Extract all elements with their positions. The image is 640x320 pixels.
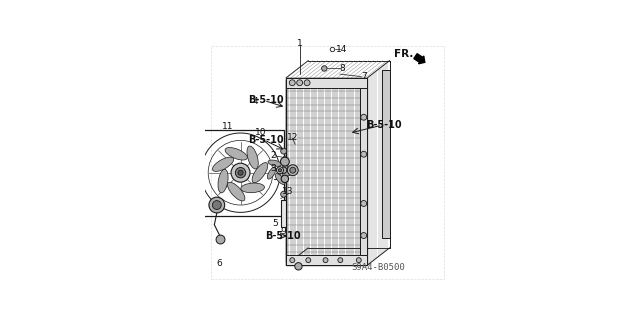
Circle shape xyxy=(361,233,367,238)
Circle shape xyxy=(297,80,303,86)
Circle shape xyxy=(238,170,243,175)
Bar xyxy=(382,70,390,238)
Circle shape xyxy=(216,235,225,244)
Text: 4: 4 xyxy=(253,98,258,107)
Circle shape xyxy=(304,80,310,86)
Circle shape xyxy=(236,167,246,178)
Ellipse shape xyxy=(275,173,285,185)
Ellipse shape xyxy=(282,169,295,177)
Circle shape xyxy=(289,80,295,86)
Circle shape xyxy=(212,201,221,210)
Ellipse shape xyxy=(268,167,276,179)
Text: B-5-10: B-5-10 xyxy=(265,231,301,241)
FancyArrow shape xyxy=(414,54,425,64)
Circle shape xyxy=(295,263,302,270)
Circle shape xyxy=(361,201,367,206)
Circle shape xyxy=(195,144,200,150)
Text: B-5-10: B-5-10 xyxy=(248,95,284,106)
Ellipse shape xyxy=(252,163,268,183)
Circle shape xyxy=(278,169,282,172)
Ellipse shape xyxy=(218,169,228,193)
Text: 9: 9 xyxy=(280,227,286,236)
Circle shape xyxy=(281,148,287,154)
Bar xyxy=(360,88,367,255)
Circle shape xyxy=(195,196,200,202)
Circle shape xyxy=(356,258,361,263)
Ellipse shape xyxy=(225,148,247,160)
Circle shape xyxy=(290,167,296,173)
Text: 5: 5 xyxy=(273,219,278,228)
Text: 11: 11 xyxy=(222,122,234,131)
Text: FR.: FR. xyxy=(394,49,413,59)
Text: 8: 8 xyxy=(339,64,345,73)
Text: 14: 14 xyxy=(337,45,348,54)
Bar xyxy=(286,255,367,265)
Circle shape xyxy=(338,258,343,263)
Circle shape xyxy=(209,197,225,213)
Circle shape xyxy=(280,157,289,166)
Text: 13: 13 xyxy=(282,187,294,196)
Text: B-5-10: B-5-10 xyxy=(248,135,284,145)
Bar xyxy=(281,200,286,227)
Circle shape xyxy=(361,151,367,157)
Text: B-5-10: B-5-10 xyxy=(366,120,402,130)
Ellipse shape xyxy=(241,183,264,193)
Text: 6: 6 xyxy=(216,259,221,268)
Ellipse shape xyxy=(247,146,259,169)
Text: 3: 3 xyxy=(271,164,276,173)
Circle shape xyxy=(281,191,287,197)
Bar xyxy=(286,78,367,265)
Bar xyxy=(286,78,367,88)
Circle shape xyxy=(280,167,287,173)
Bar xyxy=(197,130,284,216)
Ellipse shape xyxy=(282,156,288,170)
Circle shape xyxy=(361,114,367,120)
Circle shape xyxy=(276,167,284,174)
Circle shape xyxy=(281,175,289,182)
Circle shape xyxy=(323,258,328,263)
Circle shape xyxy=(321,66,327,71)
Circle shape xyxy=(191,160,199,168)
Ellipse shape xyxy=(212,157,234,172)
Circle shape xyxy=(306,258,311,263)
Text: 7: 7 xyxy=(361,72,367,81)
Ellipse shape xyxy=(268,160,282,166)
Text: 2: 2 xyxy=(271,151,276,160)
Text: 1: 1 xyxy=(297,39,303,48)
Text: 10: 10 xyxy=(255,128,267,137)
Text: S9A4-B0500: S9A4-B0500 xyxy=(351,262,405,272)
Circle shape xyxy=(231,163,250,182)
Ellipse shape xyxy=(227,182,245,201)
Circle shape xyxy=(287,165,298,176)
Text: 12: 12 xyxy=(287,133,298,142)
Circle shape xyxy=(290,258,295,263)
